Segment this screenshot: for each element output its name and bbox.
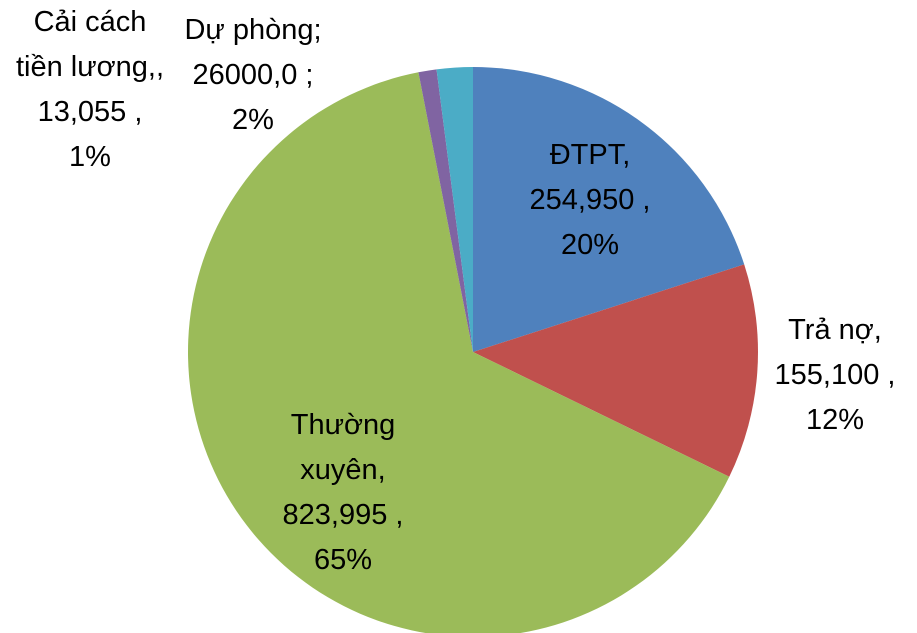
label-line: Trả nợ,: [788, 314, 882, 346]
data-label: Dự phòng; 26000,0 ; 2%: [173, 8, 333, 143]
pie-slice: [418, 69, 473, 353]
data-label: ĐTPT, 254,950 , 20%: [510, 133, 670, 268]
label-line: 2%: [232, 104, 274, 136]
label-line: Thường xuyên,: [290, 409, 396, 486]
label-line: 65%: [313, 544, 373, 576]
pie-slice: [473, 264, 758, 477]
label-line: 1%: [69, 141, 111, 173]
label-line: 26000,0 ;: [192, 59, 314, 91]
data-label: Trả nợ, 155,100 , 12%: [760, 308, 910, 443]
label-line: 13,055 ,: [37, 96, 143, 128]
label-line: 155,100 ,: [774, 359, 896, 391]
label-line: 823,995 ,: [282, 499, 404, 531]
label-line: 254,950 ,: [529, 184, 651, 216]
data-label: Cải cách tiền lương,, 13,055 , 1%: [15, 0, 165, 180]
label-line: Dự phòng;: [184, 14, 322, 46]
label-line: 12%: [805, 404, 865, 436]
label-line: 20%: [560, 229, 620, 261]
data-label: Thường xuyên, 823,995 , 65%: [268, 403, 418, 583]
pie-slice: [188, 72, 730, 633]
label-line: ĐTPT,: [549, 139, 631, 171]
pie-slice: [436, 67, 473, 352]
pie-slice: [473, 67, 745, 352]
label-line: Cải cách tiền lương,,: [15, 6, 165, 83]
